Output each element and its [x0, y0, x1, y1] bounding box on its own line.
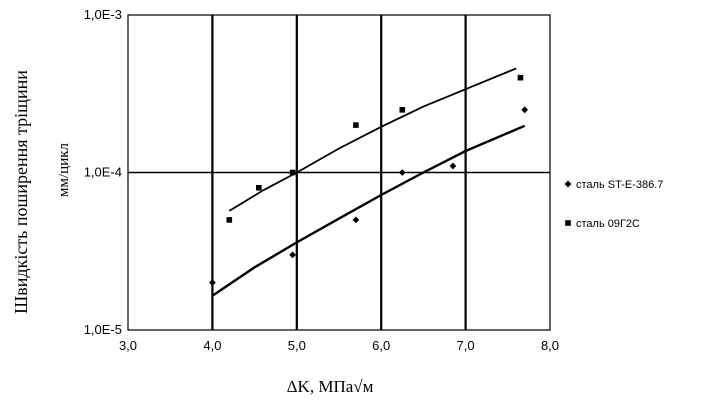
data-point-0	[209, 279, 216, 286]
grid	[127, 14, 551, 331]
legend-marker-0	[564, 180, 572, 188]
data-point-0	[521, 106, 529, 114]
trend-line-0	[211, 124, 526, 297]
x-tick-label: 4,0	[203, 338, 221, 353]
data-points	[209, 74, 529, 286]
y-axis-label-line2: мм/цикл	[56, 142, 72, 196]
y-tick-label: 1,0E-3	[84, 7, 122, 22]
x-axis-label: ΔK, МПа√м	[287, 377, 374, 396]
trend-lines	[211, 67, 526, 297]
data-point-0	[289, 251, 296, 259]
data-point-0	[352, 216, 360, 224]
data-point-1	[256, 184, 262, 191]
x-tick-label: 5,0	[288, 338, 306, 353]
data-point-0	[449, 162, 457, 170]
data-point-1	[399, 107, 406, 113]
y-axis-label-line1: Швидкість поширення тріщини	[11, 70, 31, 314]
data-point-0	[398, 169, 406, 176]
data-point-1	[517, 74, 524, 81]
legend-marker-1	[565, 220, 571, 226]
y-tick-label: 1,0E-5	[84, 322, 122, 337]
x-tick-label: 8,0	[541, 338, 559, 353]
legend: сталь ST-E-386.7 сталь 09Г2С	[564, 179, 663, 230]
trend-line-1	[228, 67, 517, 212]
y-tick-label: 1,0E-4	[84, 165, 122, 180]
data-point-1	[353, 122, 359, 128]
tick-labels: 3,0 4,0 5,0 6,0 7,0 8,0 1,0E-5 1,0E-4 1,0E-3	[84, 7, 559, 353]
legend-label-1: сталь 09Г2С	[576, 218, 640, 230]
x-tick-label: 7,0	[457, 338, 475, 353]
data-point-1	[289, 169, 296, 176]
x-tick-label: 6,0	[372, 338, 390, 353]
x-tick-label: 3,0	[119, 338, 137, 353]
legend-label-0: сталь ST-E-386.7	[576, 179, 663, 191]
data-point-1	[226, 217, 233, 223]
